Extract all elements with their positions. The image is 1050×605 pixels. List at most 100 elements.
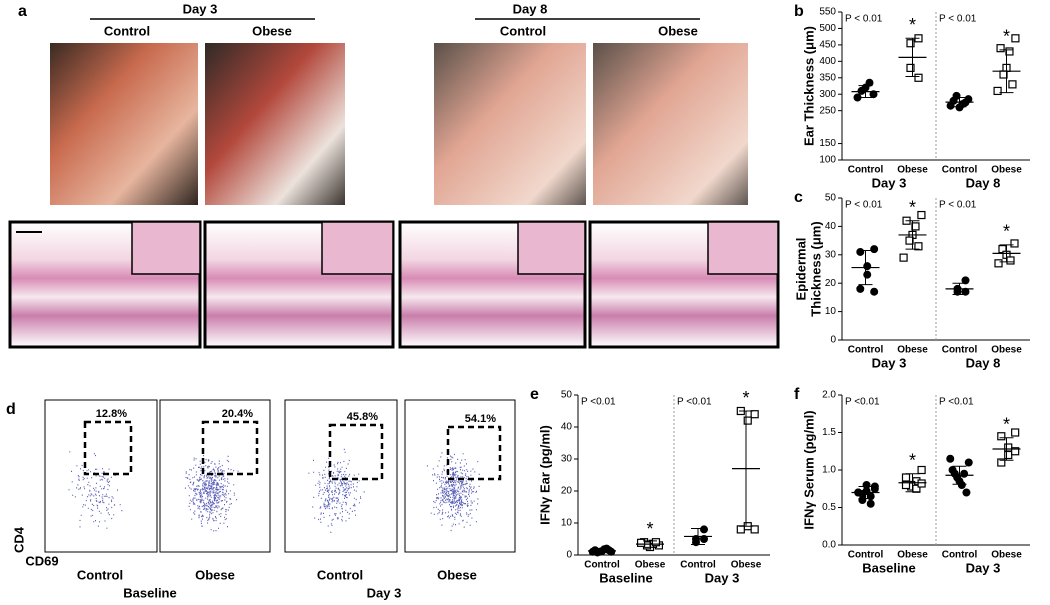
data-point <box>993 86 1002 96</box>
x-tick-label: Control <box>848 165 884 176</box>
data-point <box>946 101 955 110</box>
y-tick-label: 2.0 <box>822 390 836 401</box>
panel-letter: c <box>794 189 803 206</box>
panel-letter: b <box>794 3 804 20</box>
x-tick-label: Obese <box>635 560 666 571</box>
photo <box>205 43 345 205</box>
day-title: Day 8 <box>513 1 548 16</box>
data-point <box>961 276 970 285</box>
group-label: Baseline <box>862 560 915 575</box>
significance: * <box>1003 415 1010 435</box>
data-point <box>863 270 872 279</box>
y-tick-label: 450 <box>819 40 836 51</box>
x-tick-label: Control <box>848 345 884 356</box>
flow-dots <box>426 452 480 532</box>
data-point <box>1010 239 1019 248</box>
y-axis-label: Epidermal <box>793 238 808 301</box>
data-point <box>1005 47 1014 56</box>
significance: * <box>909 15 916 35</box>
data-point <box>901 473 911 482</box>
x-tick-label: Obese <box>991 550 1022 561</box>
data-point <box>700 535 708 543</box>
group-label: Day 3 <box>705 570 740 585</box>
x-tick-label: Control <box>680 560 716 571</box>
y-tick-label: 30 <box>825 249 837 260</box>
x-tick-label: Obese <box>991 165 1022 176</box>
flow-label: Obese <box>437 567 477 582</box>
group-label: Day 3 <box>966 560 1001 575</box>
panel-letter: f <box>794 386 800 403</box>
significance: * <box>1003 27 1010 47</box>
data-point <box>960 469 969 478</box>
p-value: P < 0.01 <box>845 14 883 25</box>
x-tick-label: Control <box>942 345 978 356</box>
p-value: P <0.01 <box>581 397 616 408</box>
panel-letter: a <box>18 3 27 20</box>
flow-dots <box>68 451 123 529</box>
inset <box>131 221 201 275</box>
panel-letter: d <box>6 401 16 418</box>
y-tick-label: 550 <box>819 7 836 18</box>
data-point <box>1006 256 1015 265</box>
photo <box>50 43 198 205</box>
sd-bar <box>858 486 873 499</box>
photo <box>593 43 748 205</box>
data-point <box>901 480 911 490</box>
y-tick-label: 10 <box>561 518 573 529</box>
group-label: Day 3 <box>872 355 907 370</box>
data-point <box>588 547 597 556</box>
data-point <box>999 70 1008 79</box>
data-point <box>1004 443 1013 452</box>
inset <box>707 221 779 275</box>
data-point <box>869 90 878 99</box>
y-tick-label: 0.5 <box>822 502 836 513</box>
flow-plot <box>44 399 158 553</box>
flow-label: Control <box>77 567 123 582</box>
day-title: Day 3 <box>183 1 218 16</box>
data-point <box>997 458 1006 467</box>
significance: * <box>742 388 749 408</box>
data-point <box>651 538 661 547</box>
photo-label: Control <box>500 23 546 38</box>
gate <box>446 425 502 481</box>
data-point <box>636 538 646 547</box>
gate-percent: 45.8% <box>347 411 378 423</box>
data-point <box>905 236 914 245</box>
flow-label: Obese <box>195 567 235 582</box>
data-point <box>863 262 872 271</box>
y-tick-label: 0 <box>566 550 572 561</box>
p-value: P <0.01 <box>939 397 974 408</box>
p-value: P <0.01 <box>845 397 880 408</box>
data-point <box>911 222 920 231</box>
group-label: Baseline <box>599 570 652 585</box>
y-axis-label: IFNγ Serum (pg/ml) <box>801 410 816 529</box>
data-point <box>1011 428 1020 437</box>
y-tick-label: 0 <box>830 335 836 346</box>
y-axis-label: Ear Thickness (μm) <box>801 26 816 146</box>
y-tick-label: 150 <box>819 138 836 149</box>
data-point <box>914 242 923 251</box>
flow-dots <box>184 455 239 532</box>
x-tick-label: Obese <box>991 345 1022 356</box>
sd-bar <box>739 410 753 527</box>
gate-percent: 54.1% <box>465 413 496 425</box>
flow-dots <box>308 448 365 533</box>
gate <box>83 420 133 476</box>
data-point <box>962 488 971 497</box>
data-point <box>914 73 923 82</box>
p-value: P < 0.01 <box>939 200 977 211</box>
x-tick-label: Obese <box>897 165 928 176</box>
photo-label: Obese <box>252 23 292 38</box>
y-tick-label: 30 <box>561 454 573 465</box>
y-axis-label: IFNγ Ear (pg/ml) <box>537 425 552 525</box>
data-point <box>961 287 970 296</box>
flow-plot <box>404 399 516 553</box>
data-point <box>1008 80 1017 89</box>
y-tick-label: 50 <box>561 390 573 401</box>
significance: * <box>909 197 916 217</box>
y-tick-label: 350 <box>819 72 836 83</box>
data-point <box>996 44 1005 53</box>
data-point <box>736 525 745 534</box>
data-point <box>750 525 759 534</box>
